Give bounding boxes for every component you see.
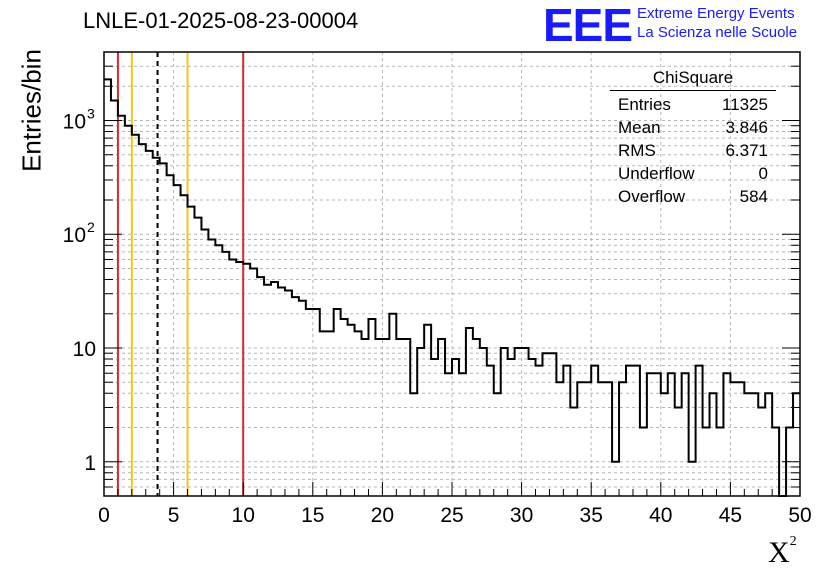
reference-lines — [116, 52, 245, 496]
eee-logo: EEE — [543, 0, 633, 51]
stats-row-mean: Mean 3.846 — [610, 116, 776, 139]
x-tick-label: 0 — [98, 504, 110, 527]
x-axis-label-exponent: 2 — [789, 534, 797, 549]
stats-label: Overflow — [618, 187, 686, 206]
stats-label: Mean — [618, 118, 661, 137]
histogram-series — [104, 78, 800, 497]
logo-caption-line2: La Scienza nelle Scuole — [637, 24, 798, 41]
stats-title: ChiSquare — [610, 68, 776, 91]
stats-value: 11325 — [721, 95, 768, 114]
stats-row-underflow: Underflow 0 — [610, 162, 776, 185]
stats-value: 584 — [739, 187, 768, 206]
x-tick-label: 5 — [168, 504, 180, 527]
stats-row-entries: Entries 11325 — [610, 93, 776, 116]
x-tick-label: 45 — [719, 504, 742, 527]
axis-ticks — [103, 51, 801, 497]
stats-label: RMS — [618, 141, 656, 160]
stats-value: 6.371 — [725, 141, 768, 160]
y-tick-exponent: 2 — [87, 219, 95, 235]
y-tick-label: 10 — [63, 110, 86, 133]
stats-value: 3.846 — [725, 118, 768, 137]
stats-value: 0 — [758, 164, 768, 183]
x-tick-label: 20 — [371, 504, 394, 527]
y-tick-label: 1 — [84, 452, 96, 475]
x-tick-label: 35 — [580, 504, 603, 527]
logo-caption-line1: Extreme Energy Events — [637, 5, 795, 22]
y-axis-label: Entries/bin — [16, 49, 47, 172]
y-tick-label: 10 — [63, 224, 86, 247]
x-tick-label: 15 — [301, 504, 324, 527]
x-axis-label: X2 — [768, 534, 797, 570]
y-tick-exponent: 3 — [87, 105, 95, 121]
x-tick-label: 10 — [232, 504, 255, 527]
x-axis-label-text: X — [768, 536, 790, 569]
stats-box: ChiSquare Entries 11325 Mean 3.846 RMS 6.37… — [610, 68, 776, 208]
y-tick-label: 10 — [73, 338, 96, 361]
stats-row-rms: RMS 6.371 — [610, 139, 776, 162]
x-tick-label: 40 — [649, 504, 672, 527]
histogram-line — [104, 78, 800, 497]
x-tick-label: 25 — [440, 504, 463, 527]
stats-label: Underflow — [618, 164, 695, 183]
stats-row-overflow: Overflow 584 — [610, 185, 776, 208]
stats-label: Entries — [618, 95, 671, 114]
logo-caption: Extreme Energy Events La Scienza nelle S… — [637, 4, 797, 42]
x-tick-label: 30 — [510, 504, 533, 527]
x-tick-label: 50 — [788, 504, 811, 527]
chart-title: LNLE-01-2025-08-23-00004 — [83, 8, 359, 33]
